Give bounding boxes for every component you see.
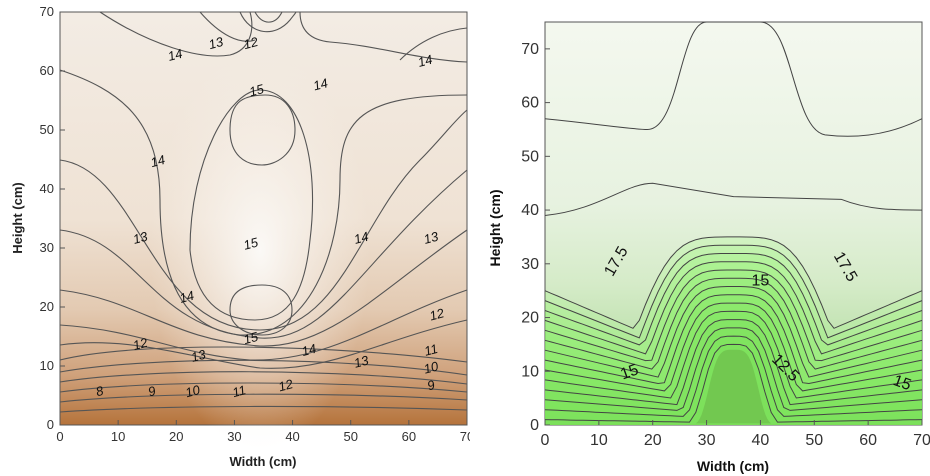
contour-label: 14 [416, 52, 434, 70]
y-tick-label: 70 [40, 4, 54, 19]
y-tick-label: 50 [40, 122, 54, 137]
x-tick-label: 20 [169, 429, 183, 444]
x-tick-label: 70 [913, 432, 930, 449]
x-tick-label: 10 [590, 432, 608, 449]
contour-label: 12 [277, 376, 296, 394]
y-tick-label: 40 [40, 181, 54, 196]
contour-label: 14 [149, 152, 167, 170]
y-axis-ticks: 0 10 20 30 40 50 60 70 [521, 41, 550, 434]
y-tick-label: 10 [40, 358, 54, 373]
contour-lines [544, 21, 923, 423]
contour-band [545, 236, 922, 425]
contour-label: 13 [189, 346, 208, 364]
contour-label: 10 [184, 382, 203, 400]
high-value-region [150, 50, 370, 450]
y-tick-label: 20 [40, 299, 54, 314]
contour-line [544, 310, 923, 399]
contour-label: 14 [300, 341, 318, 359]
x-tick-label: 10 [111, 429, 125, 444]
x-tick-label: 40 [752, 432, 770, 449]
x-tick-label: 0 [56, 429, 63, 444]
contour-label: 11 [231, 382, 248, 400]
contour-label: 13 [422, 228, 441, 246]
contour-label: 15 [248, 81, 267, 99]
y-tick-label: 0 [530, 417, 539, 434]
y-axis-title: Height (cm) [487, 190, 503, 267]
y-tick-label: 10 [521, 363, 539, 380]
contour-line [544, 236, 923, 329]
contour-label: 13 [131, 228, 150, 246]
contour-line [544, 182, 923, 216]
x-tick-label: 60 [859, 432, 877, 449]
y-tick-label: 30 [40, 240, 54, 255]
contour-line [544, 277, 923, 370]
x-tick-label: 20 [644, 432, 662, 449]
contour-label: 15 [752, 272, 770, 289]
contour-label: 15 [242, 234, 261, 252]
contour-line [544, 269, 923, 362]
y-axis-ticks: 0 10 20 30 40 50 60 70 [40, 4, 65, 432]
x-axis-ticks: 0 10 20 30 40 50 60 70 [541, 420, 930, 449]
y-tick-label: 30 [521, 256, 539, 273]
contour-line [544, 327, 923, 411]
x-tick-label: 40 [285, 429, 299, 444]
contour-band [545, 253, 922, 425]
contour-label: 8 [94, 383, 106, 400]
x-axis-title: Width (cm) [697, 458, 769, 474]
contour-line [544, 261, 923, 355]
x-tick-label: 50 [805, 432, 823, 449]
y-tick-label: 50 [521, 148, 539, 165]
contour-label: 15 [618, 361, 641, 383]
contour-label: 9 [426, 377, 437, 393]
contour-line [544, 319, 923, 406]
contour-label: 13 [207, 34, 226, 52]
contour-lines [59, 11, 468, 413]
contour-band [545, 261, 922, 425]
contour-label: 10 [422, 358, 441, 376]
contour-label: 15 [242, 329, 261, 347]
contour-line [544, 286, 923, 378]
contour-line [544, 343, 923, 423]
y-tick-label: 40 [521, 202, 539, 219]
contour-label: 9 [146, 383, 157, 399]
contour-label: 13 [352, 352, 371, 370]
contour-line [544, 253, 923, 346]
x-axis-ticks: 0 10 20 30 40 50 60 70 [56, 420, 470, 444]
y-tick-label: 0 [47, 417, 54, 432]
contour-label: 14 [166, 46, 184, 64]
contour-label: 15 [891, 372, 914, 394]
x-tick-label: 70 [460, 429, 470, 444]
contour-line [544, 335, 923, 417]
y-tick-label: 20 [521, 310, 539, 327]
contour-label: 14 [178, 288, 196, 306]
y-tick-label: 70 [521, 41, 539, 58]
y-axis-title: Height (cm) [10, 182, 25, 254]
contour-label: 14 [312, 75, 330, 93]
contour-line [544, 244, 923, 339]
x-tick-label: 30 [698, 432, 716, 449]
contour-line [544, 302, 923, 392]
x-tick-label: 50 [343, 429, 357, 444]
y-tick-label: 60 [521, 95, 539, 112]
contour-line [544, 21, 923, 137]
contour-label: 12 [242, 34, 261, 52]
contour-fills [545, 236, 922, 425]
y-tick-label: 60 [40, 63, 54, 78]
contour-label: 12 [131, 335, 150, 353]
contour-label: 12 [428, 305, 447, 323]
x-axis-title: Width (cm) [229, 454, 296, 469]
contour-label: 11 [422, 341, 439, 359]
x-tick-label: 60 [402, 429, 416, 444]
x-tick-label: 0 [541, 432, 550, 449]
contour-line [544, 294, 923, 385]
x-tick-label: 30 [227, 429, 241, 444]
contour-label: 14 [352, 229, 370, 247]
contour-core [695, 349, 772, 424]
